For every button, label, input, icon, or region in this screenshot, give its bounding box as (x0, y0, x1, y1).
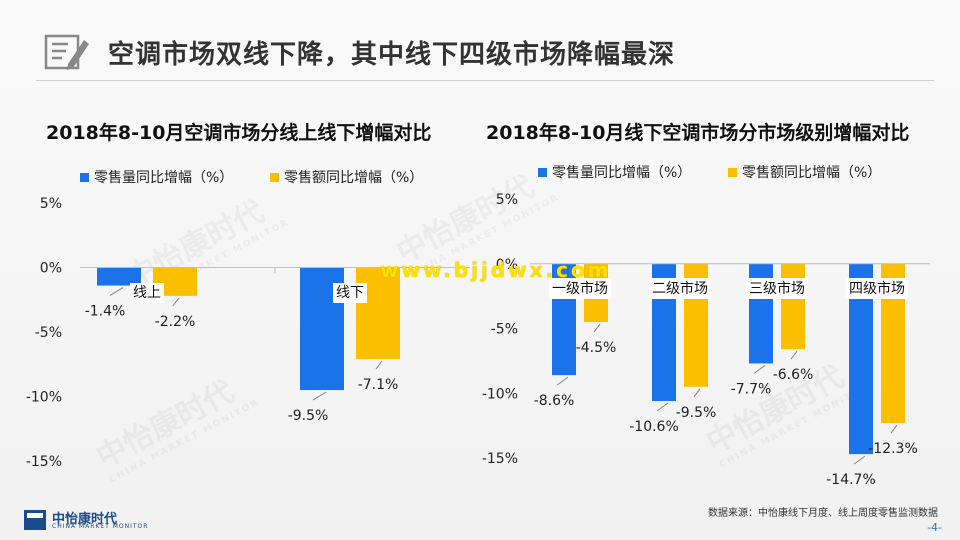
y-tick-label: 5% (496, 192, 518, 208)
data-label: -14.7% (826, 472, 876, 488)
data-label: -2.2% (155, 314, 196, 330)
data-label-leader (656, 402, 669, 412)
data-label-leader (853, 455, 866, 465)
y-tick-label: 0% (40, 261, 62, 277)
company-logo: 中怡康时代 CHINA MARKET MONITOR (24, 508, 164, 534)
edit-document-icon (44, 34, 89, 70)
y-tick-label: -10% (26, 390, 62, 406)
category-label-bg (846, 278, 908, 299)
legend-label: 零售额同比增幅（%） (742, 165, 881, 181)
data-label-leader (890, 424, 898, 434)
y-tick-label: -15% (26, 454, 62, 470)
bar (781, 263, 805, 350)
data-label: -12.3% (868, 441, 918, 457)
legend-swatch (270, 173, 279, 182)
category-label-bg (649, 278, 711, 299)
category-label-bg (130, 283, 164, 303)
logo-subtext: CHINA MARKET MONITOR (52, 523, 149, 530)
data-label-leader (172, 297, 180, 307)
legend-label: 零售额同比增幅（%） (284, 170, 423, 186)
data-label: -10.6% (629, 419, 679, 435)
header-divider (36, 80, 934, 81)
category-label: 四级市场 (849, 280, 905, 297)
data-label: -9.5% (676, 405, 717, 421)
data-label-leader (556, 376, 569, 386)
legend-swatch (728, 168, 737, 177)
category-label-bg (746, 278, 808, 299)
y-tick-label: -10% (482, 386, 518, 402)
logo-mark-icon (24, 510, 46, 530)
data-label-leader (790, 350, 798, 360)
y-tick-label: -5% (35, 325, 62, 341)
data-label-leader (312, 391, 327, 401)
page-number: -4- (927, 521, 942, 534)
legend-label: 零售量同比增幅（%） (552, 165, 691, 181)
chart-title-tier: 2018年8-10月线下空调市场分市场级别增幅对比 (486, 122, 910, 144)
y-tick-label: -15% (482, 451, 518, 467)
site-url-watermark: www.bjjdwx.com (380, 258, 612, 282)
data-label-leader (693, 388, 701, 398)
category-label-bg (549, 278, 611, 299)
category-label: 线上 (133, 285, 161, 301)
bar (356, 267, 400, 360)
legend-label: 零售量同比增幅（%） (94, 170, 233, 186)
legend-swatch (80, 173, 89, 182)
category-label-bg (333, 283, 367, 303)
data-label-leader (375, 360, 383, 370)
y-tick-label: 0% (496, 257, 518, 273)
data-label-leader (593, 323, 601, 333)
y-tick-label: 5% (40, 196, 62, 212)
legend-swatch (538, 168, 547, 177)
data-label: -1.4% (85, 304, 126, 320)
category-label: 二级市场 (652, 280, 708, 297)
chart-title-channel: 2018年8-10月空调市场分线上线下增幅对比 (46, 122, 432, 144)
data-label-leader (753, 365, 766, 374)
data-label: -7.7% (731, 381, 772, 397)
y-tick-label: -5% (491, 322, 518, 338)
data-label: -8.6% (534, 393, 575, 409)
bar (97, 267, 141, 286)
category-label: 线下 (336, 285, 364, 301)
logo-text: 中怡康时代 (52, 512, 118, 527)
page-title: 空调市场双线下降，其中线下四级市场降幅最深 (108, 40, 676, 70)
data-label: -6.6% (773, 367, 814, 383)
category-label: 一级市场 (552, 280, 608, 297)
category-label: 三级市场 (749, 280, 805, 297)
data-label: -4.5% (576, 340, 617, 356)
data-source-note: 数据来源：中怡康线下月度、线上周度零售监测数据 (708, 508, 938, 519)
data-label: -9.5% (288, 408, 329, 424)
data-label: -7.1% (358, 377, 399, 393)
data-label-leader (109, 287, 124, 296)
